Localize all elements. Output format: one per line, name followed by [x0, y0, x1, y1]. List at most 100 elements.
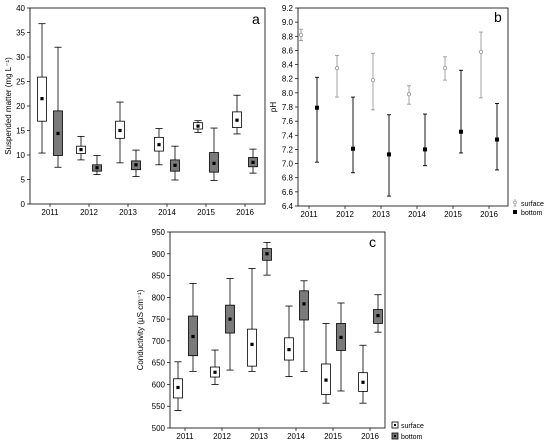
y-tick-label-b: 8.6	[282, 46, 294, 55]
mean-point-b-2013-bottom	[387, 152, 391, 157]
x-tick-label-c-2012: 2012	[213, 432, 231, 441]
x-tick-label-c-2013: 2013	[250, 432, 268, 441]
median-marker-c-2014-surface	[287, 348, 291, 352]
legend-swatch-marker-c-surface	[394, 424, 396, 426]
y-tick-label-b: 9.2	[282, 4, 294, 13]
y-tick-label-c: 650	[152, 359, 166, 368]
panel-label-c: c	[369, 234, 376, 250]
median-marker-c-2015-surface	[324, 378, 328, 382]
mean-point-b-2014-surface	[406, 92, 412, 97]
median-marker-c-2012-surface	[213, 370, 217, 374]
y-tick-label-c: 950	[152, 228, 166, 237]
y-tick-label-b: 6.8	[282, 174, 294, 183]
box-c-2013-surface	[247, 328, 257, 367]
median-marker-a-2013-bottom	[134, 163, 138, 167]
mean-point-b-2016-bottom	[495, 137, 499, 142]
x-tick-label-a-2015: 2015	[197, 208, 215, 217]
median-marker-c-2013-bottom	[265, 252, 269, 256]
median-marker-c-2011-bottom	[191, 334, 195, 339]
x-tick-label-b-2016: 2016	[480, 210, 498, 219]
legend-swatch-b-bottom	[513, 210, 517, 214]
y-tick-label-c: 550	[152, 402, 166, 411]
median-marker-a-2016-bottom	[251, 160, 255, 164]
x-tick-label-b-2012: 2012	[336, 210, 354, 219]
panel-label-b: b	[494, 9, 502, 25]
x-tick-label-a-2011: 2011	[41, 208, 59, 217]
mean-point-b-2011-bottom	[315, 105, 319, 110]
y-tick-label-a: 35	[16, 29, 25, 38]
plot-frame-b	[297, 7, 509, 207]
median-marker-a-2015-surface	[196, 124, 200, 128]
legend-label-b-surface: surface	[521, 201, 544, 208]
y-tick-label-c: 900	[152, 250, 166, 259]
median-marker-a-2016-surface	[235, 118, 239, 122]
mean-point-b-2016-surface	[478, 49, 484, 54]
x-tick-label-c-2014: 2014	[287, 432, 305, 441]
median-marker-c-2014-bottom	[302, 302, 306, 306]
y-tick-label-c: 600	[152, 380, 166, 389]
y-tick-label-a: 40	[16, 4, 25, 13]
median-marker-a-2011-bottom	[56, 131, 60, 136]
x-tick-label-a-2016: 2016	[236, 208, 254, 217]
median-marker-c-2013-surface	[250, 342, 254, 346]
median-marker-a-2013-surface	[118, 128, 122, 133]
y-tick-label-c: 850	[152, 272, 166, 281]
median-marker-c-2016-surface	[361, 380, 365, 384]
plot-frame-a	[29, 7, 266, 205]
y-tick-label-b: 7.4	[282, 131, 294, 140]
mean-point-b-2015-bottom	[459, 129, 463, 134]
mean-point-b-2012-bottom	[351, 146, 355, 151]
y-tick-label-a: 5	[21, 176, 26, 185]
y-tick-label-b: 7.6	[282, 117, 294, 126]
x-tick-label-c-2015: 2015	[324, 432, 342, 441]
y-tick-label-c: 750	[152, 315, 166, 324]
y-axis-label-c: Conductivity (µS cm⁻¹)	[136, 289, 145, 370]
x-tick-label-b-2015: 2015	[444, 210, 462, 219]
median-marker-a-2012-surface	[79, 148, 83, 152]
y-axis-label-b: pH	[269, 102, 278, 112]
y-tick-label-b: 7.0	[282, 160, 294, 169]
y-tick-label-b: 8.8	[282, 32, 294, 41]
panel-label-a: a	[252, 11, 260, 27]
median-marker-a-2014-bottom	[173, 163, 177, 167]
y-tick-label-a: 15	[16, 127, 25, 136]
median-marker-a-2014-surface	[157, 143, 161, 147]
y-tick-label-b: 6.6	[282, 188, 294, 197]
y-tick-label-a: 10	[16, 151, 25, 160]
x-tick-label-a-2012: 2012	[80, 208, 98, 217]
x-tick-label-a-2014: 2014	[158, 208, 176, 217]
legend-label-c-bottom: bottom	[401, 434, 423, 441]
mean-point-b-2015-surface	[442, 65, 448, 71]
y-tick-label-a: 0	[21, 200, 26, 209]
panel-b: 6.4 6.6 6.8 7.0 7.2 7.4 7.6 7.8 8.0 8.2 8.4 8.6 8.8 9…	[269, 4, 544, 219]
y-axis-label-a: Suspended matter (mg L⁻¹)	[4, 57, 13, 155]
y-tick-label-a: 20	[16, 102, 25, 111]
y-tick-label-b: 7.2	[282, 145, 294, 154]
x-tick-label-b-2011: 2011	[300, 210, 318, 219]
legend-swatch-marker-c-bottom	[394, 435, 396, 437]
y-tick-label-b: 6.4	[282, 202, 294, 211]
median-marker-c-2012-bottom	[228, 317, 232, 321]
legend-label-b-bottom: bottom	[521, 210, 543, 217]
mean-point-b-2014-bottom	[423, 147, 427, 152]
y-tick-label-c: 800	[152, 293, 166, 302]
y-tick-label-b: 7.8	[282, 103, 294, 112]
y-tick-label-c: 500	[152, 424, 166, 433]
y-tick-label-b: 8.4	[282, 61, 294, 70]
legend-label-c-surface: surface	[401, 423, 424, 430]
panel-c: 500 550 600 650 700 750 800 850 900 950 2011 2012 20…	[136, 228, 424, 441]
median-marker-a-2015-bottom	[212, 161, 216, 165]
x-tick-label-b-2014: 2014	[408, 210, 426, 219]
panel-a: 0 5 10 15 20 25 30 35 40 2011 2012 2013 2014 2015 2016…	[4, 4, 266, 217]
median-marker-c-2011-surface	[176, 385, 180, 390]
mean-point-b-2013-surface	[370, 77, 376, 83]
x-tick-label-a-2013: 2013	[119, 208, 137, 217]
y-tick-label-a: 30	[16, 53, 25, 62]
median-marker-c-2016-bottom	[376, 314, 380, 318]
plot-frame-c	[169, 231, 386, 429]
legend-swatch-b-surface	[513, 200, 517, 205]
y-tick-label-b: 9.0	[282, 18, 294, 27]
y-tick-label-c: 700	[152, 337, 166, 346]
y-tick-label-a: 25	[16, 78, 25, 87]
